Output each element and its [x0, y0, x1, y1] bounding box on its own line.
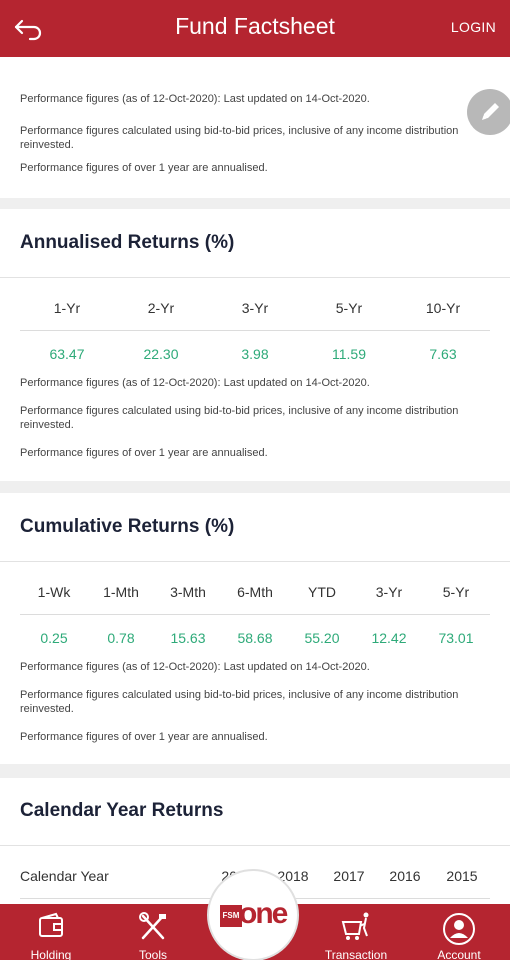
annualised-card: Annualised Returns (%) 1-Yr 2-Yr 3-Yr 5-…	[0, 209, 510, 481]
edit-pencil-icon	[482, 103, 499, 120]
page-title: Fund Factsheet	[175, 13, 335, 39]
annualised-value-1yr: 63.47	[49, 346, 85, 362]
divider	[0, 845, 510, 846]
divider	[0, 277, 510, 278]
cumulative-value-5yr: 73.01	[438, 630, 474, 646]
nav-tools[interactable]: Tools	[108, 904, 198, 960]
cumulative-title: Cumulative Returns (%)	[20, 516, 235, 537]
calendar-row-label: Calendar Year	[20, 868, 109, 884]
annualised-note-asof: Performance figures (as of 12-Oct-2020):…	[20, 377, 370, 389]
nav-holding-label: Holding	[30, 948, 72, 960]
cumulative-col-5yr: 5-Yr	[442, 584, 470, 600]
cumulative-note-annualised: Performance figures of over 1 year are a…	[20, 731, 268, 743]
calendar-year-2015: 2015	[446, 868, 478, 884]
nav-transaction-label: Transaction	[324, 948, 388, 960]
calendar-year-2017: 2017	[333, 868, 365, 884]
divider	[0, 561, 510, 562]
top-bar: Fund Factsheet LOGIN	[0, 0, 510, 57]
nav-transaction[interactable]: Transaction	[311, 904, 401, 960]
wallet-icon	[39, 912, 63, 937]
annualised-col-5yr: 5-Yr	[335, 300, 363, 316]
annualised-title: Annualised Returns (%)	[20, 232, 235, 253]
calendar-title: Calendar Year Returns	[20, 800, 224, 821]
calendar-year-2018: 2018	[277, 868, 309, 884]
intro-note-annualised: Performance figures of over 1 year are a…	[20, 162, 268, 174]
intro-card: Performance figures (as of 12-Oct-2020):…	[0, 57, 510, 198]
nav-account[interactable]: Account	[414, 904, 504, 960]
nav-holding[interactable]: Holding	[6, 904, 96, 960]
fsm-logo-badge: FSM	[220, 905, 242, 927]
cumulative-value-6mth: 58.68	[237, 630, 273, 646]
annualised-note-annualised: Performance figures of over 1 year are a…	[20, 447, 268, 459]
edit-button[interactable]	[467, 89, 510, 135]
annualised-note-method: Performance figures calculated using bid…	[20, 405, 459, 431]
fsm-logo-text: one	[239, 897, 288, 930]
cumulative-note-method: Performance figures calculated using bid…	[20, 689, 459, 715]
fsm-one-home-button[interactable]: FSM one	[207, 869, 299, 960]
cumulative-value-1wk: 0.25	[40, 630, 68, 646]
cumulative-col-6mth: 6-Mth	[237, 584, 273, 600]
annualised-value-10yr: 7.63	[429, 346, 457, 362]
annualised-col-1yr: 1-Yr	[53, 300, 81, 316]
annualised-value-5yr: 11.59	[332, 346, 366, 362]
annualised-col-2yr: 2-Yr	[147, 300, 175, 316]
intro-note-asof: Performance figures (as of 12-Oct-2020):…	[20, 93, 370, 105]
annualised-col-3yr: 3-Yr	[241, 300, 269, 316]
cumulative-col-1mth: 1-Mth	[103, 584, 139, 600]
cumulative-value-1mth: 0.78	[107, 630, 135, 646]
login-button[interactable]: LOGIN	[450, 19, 496, 35]
intro-note-method: Performance figures calculated using bid…	[20, 125, 459, 151]
cumulative-value-ytd: 55.20	[304, 630, 340, 646]
annualised-value-2yr: 22.30	[143, 346, 179, 362]
cumulative-card: Cumulative Returns (%) 1-Wk 1-Mth 3-Mth …	[0, 493, 510, 764]
nav-account-label: Account	[437, 948, 481, 960]
header-rule	[20, 614, 490, 615]
annualised-value-3yr: 3.98	[241, 346, 269, 362]
cumulative-note-asof: Performance figures (as of 12-Oct-2020):…	[20, 661, 370, 673]
cumulative-value-3mth: 15.63	[170, 630, 206, 646]
account-icon	[443, 913, 475, 945]
nav-tools-label: Tools	[138, 948, 167, 960]
content-scroll[interactable]: Performance figures (as of 12-Oct-2020):…	[0, 57, 510, 904]
cumulative-col-3yr: 3-Yr	[375, 584, 403, 600]
cart-icon	[341, 912, 369, 940]
annualised-col-10yr: 10-Yr	[425, 300, 461, 316]
cumulative-col-3mth: 3-Mth	[170, 584, 206, 600]
cumulative-col-1wk: 1-Wk	[37, 584, 71, 600]
back-arrow-icon[interactable]	[12, 12, 44, 44]
header-rule	[20, 330, 490, 331]
cumulative-value-3yr: 12.42	[371, 630, 407, 646]
calendar-year-2016: 2016	[389, 868, 421, 884]
cumulative-col-ytd: YTD	[308, 584, 336, 600]
tools-icon	[139, 912, 166, 940]
